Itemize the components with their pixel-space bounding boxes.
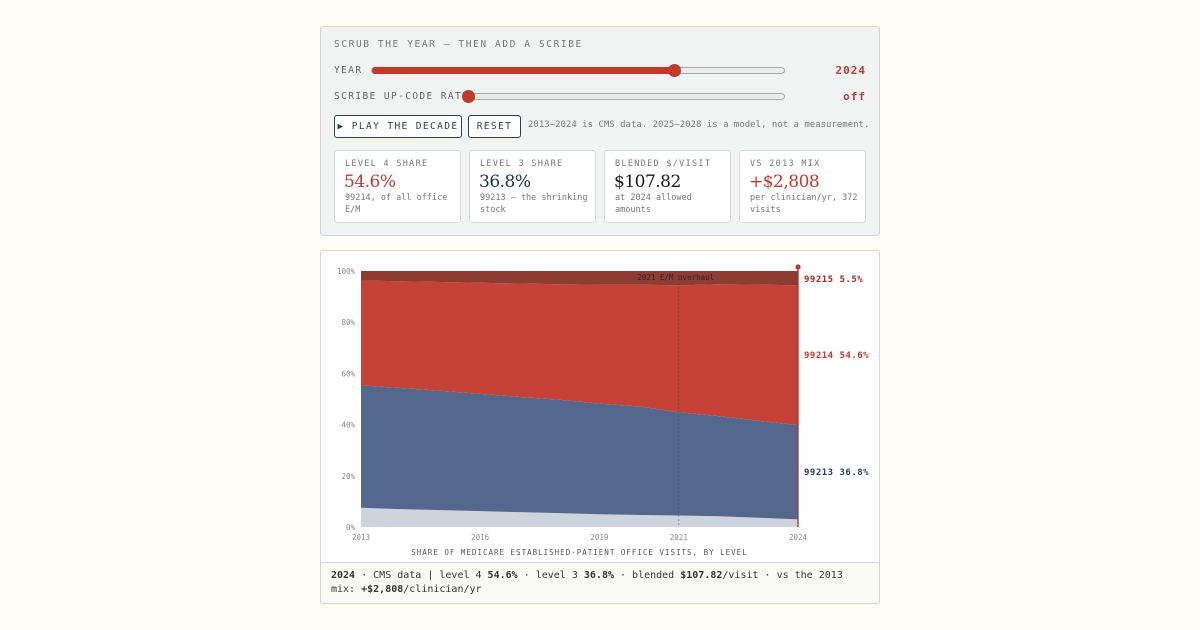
scribe-slider-thumb[interactable] [462, 90, 475, 103]
card-sub: per clinician/yr, 372 visits [750, 193, 858, 215]
play-decade-button[interactable]: ▶ PLAY THE DECADE [334, 115, 462, 138]
footer-level3: 36.8% [583, 570, 614, 581]
controls-panel: SCRUB THE YEAR — THEN ADD A SCRIBE YEAR … [320, 26, 880, 236]
footer-text: · blended [614, 570, 681, 581]
footer-blended: $107.82 [680, 570, 723, 581]
annotation-label: 2021 E/M overhaul [637, 273, 714, 282]
stacked-area-chart: 0% 20% 40% 60% 80% 100% 2013 2016 2019 2021 2024 20… [337, 264, 869, 557]
reset-button[interactable]: RESET [468, 115, 521, 138]
end-label: 99215 5.5% [804, 275, 863, 285]
area-99214 [361, 280, 798, 426]
card-blended-visit: BLENDED $/VISIT $107.82 at 2024 allowed … [604, 150, 731, 223]
area-99215 [361, 271, 798, 286]
scribe-label: SCRIBE UP-CODE RATE [334, 91, 470, 102]
x-tick-label: 2019 [590, 533, 608, 542]
year-slider-thumb[interactable] [668, 64, 682, 77]
footer-level4: 54.6% [487, 570, 518, 581]
footer-tail: /clinician/yr [403, 584, 482, 595]
y-tick-label: 20% [341, 472, 355, 481]
year-label: YEAR [334, 65, 363, 76]
summary-footer: 2024 · CMS data | level 4 54.6% · level … [321, 562, 879, 603]
y-tick-label: 40% [341, 421, 355, 430]
card-level3-share: LEVEL 3 SHARE 36.8% 99213 — the shrinkin… [469, 150, 596, 223]
end-label: 99213 36.8% [804, 468, 869, 478]
year-cursor-dot [795, 264, 801, 270]
scribe-value: off [843, 90, 866, 103]
card-sub: at 2024 allowed amounts [615, 193, 692, 215]
scribe-slider[interactable] [462, 90, 785, 103]
data-source-note: 2013–2024 is CMS data. 2025–2028 is a mo… [528, 120, 870, 130]
footer-text: /visit · vs the 2013 mix: [331, 570, 843, 595]
y-tick-label: 80% [341, 318, 355, 327]
card-vs-2013-mix: VS 2013 MIX +$2,808 per clinician/yr, 37… [739, 150, 866, 223]
area-99213 [361, 385, 798, 520]
year-value: 2024 [835, 64, 866, 77]
footer-source: · CMS data | level 4 [355, 570, 488, 581]
x-tick-label: 2021 [670, 533, 688, 542]
card-label: LEVEL 4 SHARE [345, 159, 429, 169]
card-label: VS 2013 MIX [750, 159, 821, 169]
card-sub: 99214, of all office E/M [345, 193, 448, 215]
card-value: 54.6% [344, 172, 396, 192]
card-sub: 99213 — the shrinking stock [480, 193, 588, 215]
year-slider-fill [372, 67, 675, 74]
footer-text: · level 3 [517, 570, 584, 581]
card-value: 36.8% [479, 172, 531, 192]
chart-panel: 0% 20% 40% 60% 80% 100% 2013 2016 2019 2021 2024 20… [320, 250, 880, 604]
x-tick-label: 2016 [471, 533, 490, 542]
card-level4-share: LEVEL 4 SHARE 54.6% 99214, of all office… [334, 150, 461, 223]
y-tick-label: 0% [346, 523, 356, 532]
y-tick-label: 60% [341, 369, 355, 378]
card-value: $107.82 [614, 172, 681, 192]
x-tick-label: 2024 [789, 533, 808, 542]
card-value: +$2,808 [749, 172, 820, 192]
card-label: BLENDED $/VISIT [615, 159, 712, 169]
footer-year: 2024 [331, 570, 356, 581]
chart-title: SHARE OF MEDICARE ESTABLISHED-PATIENT OF… [411, 548, 747, 557]
end-label: 99214 54.6% [804, 351, 869, 361]
year-slider[interactable] [371, 64, 785, 77]
x-tick-label: 2013 [352, 533, 370, 542]
area-lower-levels [361, 507, 798, 527]
card-label: LEVEL 3 SHARE [480, 159, 564, 169]
footer-delta: +$2,808 [361, 584, 404, 595]
controls-title: SCRUB THE YEAR — THEN ADD A SCRIBE [334, 39, 583, 50]
y-tick-label: 100% [337, 267, 356, 276]
